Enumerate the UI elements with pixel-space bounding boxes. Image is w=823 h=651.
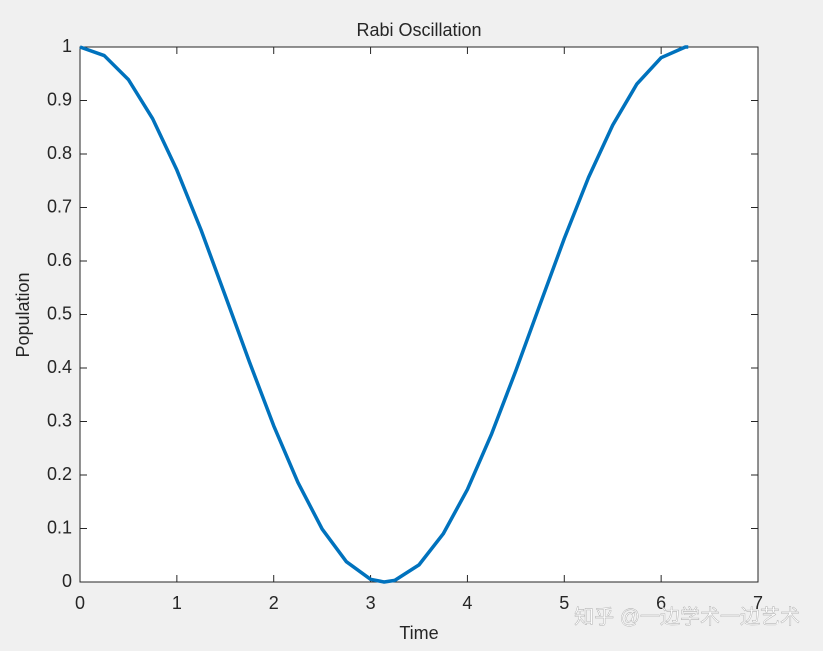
watermark: 知乎 @一边学术一边艺术: [574, 605, 800, 628]
y-tick-label: 0.4: [47, 357, 72, 377]
x-tick-label: 7: [753, 593, 763, 613]
y-tick-label: 0.9: [47, 89, 72, 109]
x-tick-label: 2: [269, 593, 279, 613]
y-tick-label: 0.6: [47, 250, 72, 270]
plot-area: [79, 46, 759, 583]
x-tick-label: 6: [656, 593, 666, 613]
chart-title: Rabi Oscillation: [356, 20, 481, 40]
y-tick-label: 1: [62, 36, 72, 56]
y-tick-label: 0.5: [47, 303, 72, 323]
y-tick-label: 0.3: [47, 410, 72, 430]
line-series: [79, 45, 689, 584]
y-tick-label: 0.8: [47, 143, 72, 163]
x-tick-label: 3: [366, 593, 376, 613]
x-axis-label: Time: [399, 623, 438, 643]
x-tick-label: 4: [462, 593, 472, 613]
y-tick-label: 0.1: [47, 517, 72, 537]
x-tick-label: 0: [75, 593, 85, 613]
x-tick-label: 5: [559, 593, 569, 613]
y-tick-label: 0: [62, 571, 72, 591]
y-axis-label: Population: [13, 272, 33, 357]
y-tick-label: 0.2: [47, 464, 72, 484]
y-tick-label: 0.7: [47, 196, 72, 216]
x-tick-label: 1: [172, 593, 182, 613]
